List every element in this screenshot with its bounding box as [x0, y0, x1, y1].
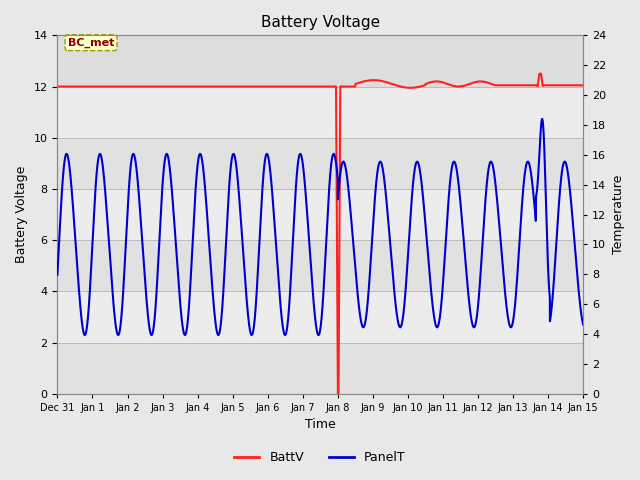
- Bar: [58, 343, 583, 394]
- X-axis label: Time: Time: [305, 419, 335, 432]
- Title: Battery Voltage: Battery Voltage: [260, 15, 380, 30]
- Bar: [58, 36, 583, 86]
- Y-axis label: Battery Voltage: Battery Voltage: [15, 166, 28, 263]
- Bar: [58, 36, 583, 86]
- Bar: [58, 291, 583, 343]
- Bar: [58, 189, 583, 240]
- Y-axis label: Temperature: Temperature: [612, 175, 625, 254]
- Text: BC_met: BC_met: [68, 37, 115, 48]
- Legend: BattV, PanelT: BattV, PanelT: [229, 446, 411, 469]
- Bar: [58, 240, 583, 291]
- Bar: [58, 86, 583, 138]
- Bar: [58, 138, 583, 189]
